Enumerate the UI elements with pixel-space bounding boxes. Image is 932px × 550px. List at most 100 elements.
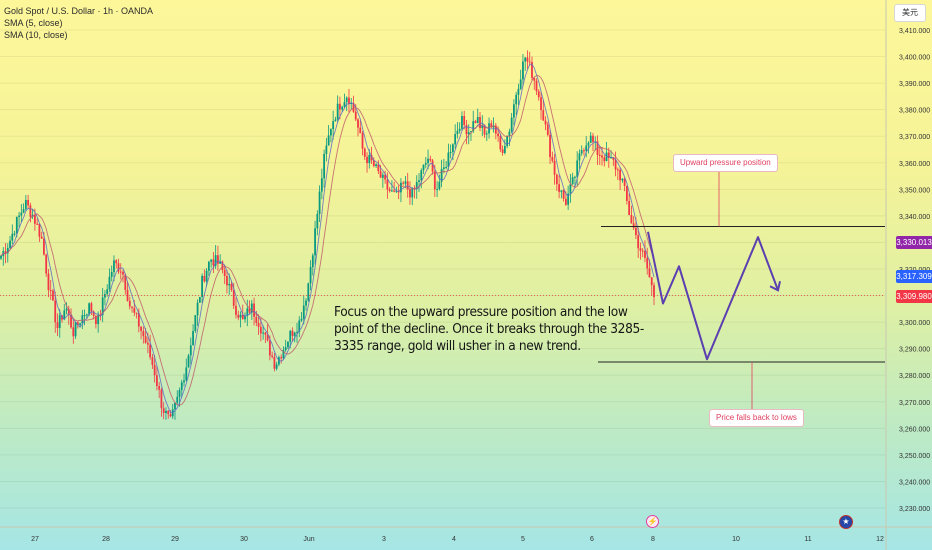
candle-body	[219, 261, 222, 264]
candle-body	[427, 158, 429, 164]
candle-body	[400, 182, 402, 193]
candle-body	[235, 305, 237, 315]
candle-body	[165, 410, 167, 414]
candle-body	[284, 347, 287, 351]
candle-body	[167, 410, 170, 415]
candle-body	[15, 216, 18, 234]
candle-body	[635, 227, 637, 236]
candle-body	[571, 177, 574, 185]
candle-body	[465, 124, 468, 135]
candle-body	[549, 134, 551, 158]
candle-body	[354, 111, 357, 120]
sma10-legend[interactable]: SMA (10, close)	[4, 30, 68, 40]
candle-body	[341, 106, 344, 110]
candle-body	[524, 57, 527, 62]
candle-body	[490, 123, 493, 128]
candle-body	[522, 61, 524, 80]
y-tick-label: 3,370.000	[899, 134, 930, 141]
us-flag-icon[interactable]: ★	[839, 515, 853, 529]
candle-body	[128, 300, 131, 307]
candle-body	[248, 308, 251, 313]
x-tick-label: 6	[590, 536, 594, 543]
candle-body	[296, 331, 298, 333]
candle-body	[461, 116, 463, 129]
candle-body	[592, 135, 594, 142]
candle-body	[253, 303, 255, 317]
candle-body	[325, 145, 328, 154]
candle-body	[544, 120, 547, 125]
candle-body	[472, 121, 475, 132]
candle-body	[52, 290, 54, 301]
candle-body	[320, 178, 323, 192]
analysis-annotation[interactable]: Focus on the upward pressure position an…	[334, 305, 644, 354]
candle-body	[616, 169, 619, 171]
candle-body	[508, 131, 511, 136]
candle-body	[630, 215, 633, 224]
candle-body	[264, 332, 267, 335]
currency-button[interactable]: 美元	[894, 4, 926, 22]
candle-body	[526, 57, 529, 62]
candle-body	[494, 125, 497, 134]
candle-body	[433, 171, 436, 190]
candle-body	[372, 160, 375, 167]
candle-body	[18, 215, 20, 217]
candle-body	[379, 171, 382, 178]
candle-body	[632, 223, 635, 228]
candle-body	[174, 402, 176, 410]
candle-body	[94, 315, 97, 325]
candle-body	[187, 355, 190, 368]
candle-body	[650, 277, 653, 286]
candle-body	[363, 148, 366, 157]
candle-body	[291, 330, 294, 336]
y-tick-label: 3,340.000	[899, 214, 930, 221]
y-tick-label: 3,280.000	[899, 373, 930, 380]
candle-body	[180, 382, 183, 391]
candle-body	[189, 345, 192, 356]
candle-body	[479, 117, 481, 128]
candle-body	[519, 79, 522, 89]
candle-body	[555, 174, 558, 185]
candle-body	[440, 168, 443, 182]
y-tick-label: 3,300.000	[899, 320, 930, 327]
symbol-title[interactable]: Gold Spot / U.S. Dollar · 1h · OANDA	[4, 6, 154, 16]
price-lows-callout[interactable]: Price falls back to lows	[709, 409, 804, 427]
y-tick-label: 3,240.000	[899, 479, 930, 486]
candle-body	[302, 305, 305, 319]
y-tick-label: 3,410.000	[899, 28, 930, 35]
candle-body	[402, 182, 405, 184]
candle-body	[345, 97, 348, 103]
last-price-tag: 3,309.980	[896, 290, 932, 303]
candle-body	[76, 322, 79, 326]
candle-body	[357, 119, 359, 128]
candle-body	[280, 357, 283, 359]
candle-body	[551, 157, 554, 161]
candle-body	[156, 375, 158, 387]
candle-body	[393, 190, 396, 192]
candle-body	[332, 121, 335, 130]
candle-body	[409, 189, 411, 198]
candle-body	[311, 255, 314, 268]
candle-body	[481, 125, 484, 128]
candle-body	[24, 199, 27, 210]
candle-body	[194, 315, 197, 332]
candle-body	[517, 88, 520, 95]
candle-body	[569, 184, 572, 194]
candle-body	[375, 164, 377, 167]
candle-body	[192, 331, 194, 346]
candle-body	[476, 117, 479, 124]
x-tick-label: 8	[651, 536, 655, 543]
candle-body	[574, 176, 576, 178]
candle-body	[583, 150, 585, 152]
candle-body	[273, 356, 276, 369]
lightning-event-icon[interactable]: ⚡	[646, 515, 659, 528]
upward-pressure-callout[interactable]: Upward pressure position	[673, 154, 778, 172]
candle-body	[214, 255, 217, 266]
sma5-legend[interactable]: SMA (5, close)	[4, 18, 63, 28]
candle-body	[108, 276, 111, 290]
candle-body	[336, 103, 339, 120]
candle-body	[406, 181, 409, 190]
candle-body	[560, 190, 563, 192]
candle-body	[323, 153, 326, 179]
